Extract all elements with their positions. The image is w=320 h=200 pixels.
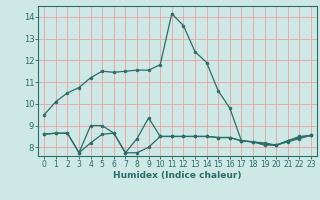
X-axis label: Humidex (Indice chaleur): Humidex (Indice chaleur) — [113, 171, 242, 180]
